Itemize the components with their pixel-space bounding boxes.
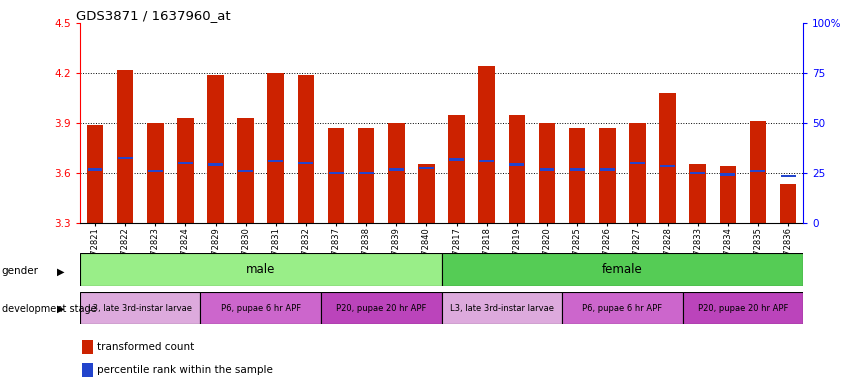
Bar	[659, 93, 676, 223]
Bar	[509, 114, 525, 223]
Text: ▶: ▶	[57, 266, 65, 276]
Bar	[442, 253, 803, 286]
Bar	[569, 169, 584, 170]
Bar	[418, 164, 435, 223]
Text: P20, pupae 20 hr APF: P20, pupae 20 hr APF	[336, 304, 426, 313]
Bar	[690, 164, 706, 223]
Bar	[82, 340, 93, 354]
Bar	[87, 124, 103, 223]
Bar	[328, 128, 344, 223]
Text: female: female	[602, 263, 643, 276]
Bar	[599, 128, 616, 223]
Bar	[780, 175, 796, 177]
Bar	[660, 165, 675, 167]
Text: P6, pupae 6 hr APF: P6, pupae 6 hr APF	[582, 304, 663, 313]
Bar	[600, 169, 615, 170]
Bar	[780, 184, 796, 223]
Bar	[358, 128, 374, 223]
Bar	[148, 170, 162, 172]
Bar	[118, 157, 133, 159]
Text: transformed count: transformed count	[97, 342, 194, 352]
Text: development stage: development stage	[2, 304, 97, 314]
Bar	[690, 172, 705, 174]
Bar	[267, 73, 284, 223]
Text: P20, pupae 20 hr APF: P20, pupae 20 hr APF	[698, 304, 788, 313]
Text: L3, late 3rd-instar larvae: L3, late 3rd-instar larvae	[450, 304, 553, 313]
Bar	[539, 123, 555, 223]
Bar	[750, 170, 765, 172]
Bar	[268, 160, 283, 162]
Bar	[298, 74, 315, 223]
Bar	[117, 70, 134, 223]
Bar	[749, 121, 766, 223]
Bar	[389, 169, 404, 170]
Bar	[721, 174, 735, 175]
Text: percentile rank within the sample: percentile rank within the sample	[97, 364, 272, 374]
Bar	[479, 66, 495, 223]
Text: ▶: ▶	[57, 304, 65, 314]
Bar	[82, 362, 93, 376]
Bar	[329, 172, 343, 174]
Bar	[299, 162, 314, 164]
Bar	[388, 123, 405, 223]
Bar	[479, 160, 495, 162]
Text: P6, pupae 6 hr APF: P6, pupae 6 hr APF	[220, 304, 301, 313]
Bar	[87, 169, 103, 170]
Bar	[177, 118, 193, 223]
Bar	[80, 292, 200, 324]
Text: GDS3871 / 1637960_at: GDS3871 / 1637960_at	[77, 9, 231, 22]
Bar	[449, 159, 464, 161]
Bar	[200, 292, 321, 324]
Bar	[238, 170, 253, 172]
Bar	[448, 114, 465, 223]
Bar	[147, 123, 163, 223]
Bar	[630, 162, 645, 164]
Bar	[442, 292, 562, 324]
Bar	[359, 172, 373, 174]
Text: L3, late 3rd-instar larvae: L3, late 3rd-instar larvae	[88, 304, 192, 313]
Bar	[321, 292, 442, 324]
Bar	[237, 118, 254, 223]
Text: gender: gender	[2, 266, 39, 276]
Bar	[80, 253, 442, 286]
Bar	[683, 292, 803, 324]
Bar	[720, 166, 736, 223]
Bar	[562, 292, 683, 324]
Bar	[419, 167, 434, 169]
Text: male: male	[246, 263, 275, 276]
Bar	[629, 123, 646, 223]
Bar	[540, 169, 554, 170]
Bar	[569, 128, 585, 223]
Bar	[208, 164, 223, 166]
Bar	[178, 162, 193, 164]
Bar	[510, 164, 524, 166]
Bar	[207, 74, 224, 223]
